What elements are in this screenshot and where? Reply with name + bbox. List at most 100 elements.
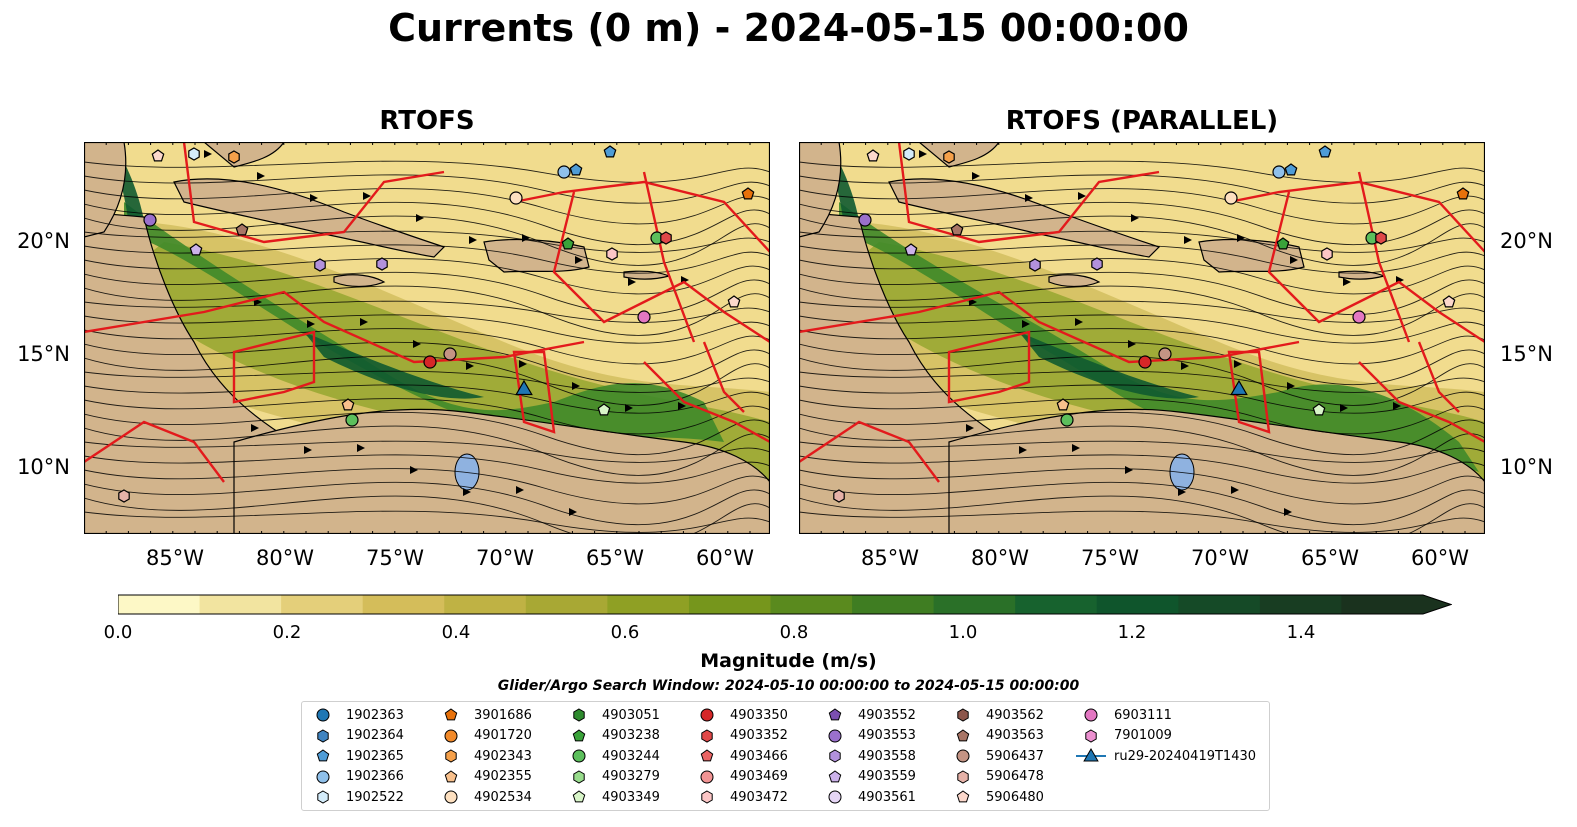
argo-float-marker <box>235 223 249 236</box>
argo-float-marker <box>943 150 955 164</box>
streamline-arrow <box>1181 362 1189 370</box>
legend-entry: 4903352 <box>692 726 788 746</box>
colorbar-segment <box>688 595 771 614</box>
circle-marker-icon <box>1084 708 1098 722</box>
streamline-arrow <box>1025 194 1033 202</box>
streamline <box>84 314 770 344</box>
colorbar-tick: 0.6 <box>610 622 640 643</box>
argo-float-marker <box>833 489 845 503</box>
hexagon-marker-icon <box>701 728 713 743</box>
streamline-arrow <box>251 424 259 432</box>
legend-entry: 4903561 <box>820 787 916 807</box>
circle-marker-icon <box>444 729 458 742</box>
circle-marker-icon <box>316 708 330 722</box>
legend-label: 7901009 <box>1114 728 1172 743</box>
legend-entry: 4903553 <box>820 726 916 746</box>
colorbar-tick: 0.4 <box>441 622 471 643</box>
legend-entry: 4903349 <box>564 787 660 807</box>
land-yucatan <box>799 142 842 238</box>
legend-label: 4903352 <box>730 728 788 743</box>
legend-label: 4903238 <box>602 728 660 743</box>
streamline-arrow <box>257 172 265 180</box>
argo-float-marker <box>1056 398 1070 411</box>
streamline <box>799 285 1485 336</box>
argo-float-marker <box>189 243 203 256</box>
eez-boundary <box>513 180 770 253</box>
eez-boundary <box>1267 191 1485 344</box>
legend-label: 4903552 <box>858 707 916 723</box>
legend-entry: 4903559 <box>820 767 916 787</box>
streamline-arrow <box>466 362 474 370</box>
streamline-arrow <box>1393 402 1401 410</box>
colorbar-tick: 0.8 <box>779 622 809 643</box>
legend-label: 4903349 <box>602 789 660 805</box>
hexagon-marker-icon <box>445 749 457 763</box>
legend: 1902363 1902364 1902365 1902366 1902522 39016… <box>301 701 1270 811</box>
colorbar-segment <box>118 595 201 614</box>
glider-marker <box>515 379 533 396</box>
legend-entry: 4903466 <box>692 746 788 766</box>
eez-boundary <box>702 341 745 413</box>
colorbar-tick: 1.2 <box>1117 622 1147 643</box>
streamline-arrow <box>1287 382 1295 390</box>
legend-label: 4903279 <box>602 769 660 784</box>
streamline-arrow <box>1231 486 1239 494</box>
streamline <box>84 230 770 253</box>
lat-label-15n-right: 15°N <box>1500 342 1553 366</box>
streamline <box>84 355 770 406</box>
streamline <box>84 425 770 476</box>
streamline-arrow <box>569 508 577 516</box>
land-yucatan <box>84 142 127 238</box>
colorbar-segment <box>444 595 527 614</box>
legend-entry: 4903563 <box>948 726 1044 746</box>
argo-float-marker <box>1272 165 1286 179</box>
streamline-arrow <box>363 192 371 200</box>
streamline <box>84 244 770 274</box>
streamline-arrow <box>1078 192 1086 200</box>
colorbar-segment <box>362 595 445 614</box>
argo-float-marker <box>858 213 872 227</box>
streamline-arrow <box>416 214 424 222</box>
glider-marker <box>1230 379 1248 396</box>
legend-entry: 3901686 <box>436 705 532 725</box>
eez-boundary <box>947 330 1031 404</box>
streamline <box>799 468 1485 505</box>
colorbar-segment <box>1178 595 1261 614</box>
lon-label-65w: 65°W <box>586 546 644 570</box>
streamline <box>799 314 1485 344</box>
streamline <box>84 188 770 225</box>
lon-label-80w: 80°W <box>256 546 314 570</box>
streamline <box>84 328 770 365</box>
argo-float-marker <box>660 231 672 245</box>
streamline <box>799 384 1485 414</box>
colorbar <box>118 594 1452 615</box>
streamline-arrow <box>1125 466 1133 474</box>
streamline <box>799 495 1485 534</box>
streamline-arrow <box>628 278 636 286</box>
streamline <box>799 425 1485 476</box>
eez-boundary <box>1228 180 1485 253</box>
streamline-arrow <box>410 466 418 474</box>
legend-entry: 4903562 <box>948 705 1044 725</box>
colorbar-segment <box>933 595 1016 614</box>
streamline-arrow <box>357 444 365 452</box>
legend-label: 4903558 <box>858 748 916 764</box>
argo-float-marker <box>509 191 523 205</box>
legend-entry: 1902363 <box>308 705 404 725</box>
streamline-arrow <box>304 446 312 454</box>
circle-marker-icon <box>828 790 842 804</box>
legend-entry: 1902522 <box>308 787 404 807</box>
legend-label: 4901720 <box>474 728 532 743</box>
streamline-arrow <box>1075 318 1083 326</box>
colorbar-label: Magnitude (m/s) <box>700 650 877 672</box>
colorbar-extend-arrow <box>1423 595 1451 614</box>
legend-label: 4903051 <box>602 707 660 723</box>
legend-label: 4902534 <box>474 789 532 805</box>
streamline <box>84 370 770 393</box>
streamline-arrow <box>1019 446 1027 454</box>
argo-float-marker <box>1224 191 1238 205</box>
argo-float-marker <box>597 403 611 416</box>
legend-label: 4903472 <box>730 789 788 805</box>
hexagon-marker-icon <box>573 708 585 722</box>
map-panel-rtofs-parallel <box>799 142 1485 534</box>
